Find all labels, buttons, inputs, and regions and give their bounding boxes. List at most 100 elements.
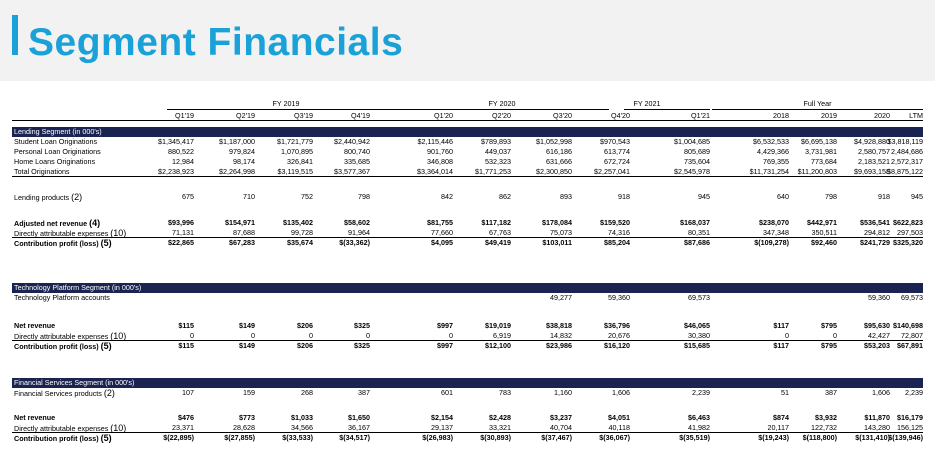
table-cell: $(33,362) [339,238,370,247]
row-label: Net revenue [14,321,56,330]
table-cell: 387 [358,388,370,397]
table-cell: 20,676 [608,331,630,340]
table-cell: $(36,067) [599,433,630,442]
table-cell: $85,204 [604,238,630,247]
table-cell: $81,755 [427,218,453,227]
table-cell: 735,604 [684,157,710,166]
table-cell: 798 [825,192,837,201]
table-cell: 2,580,757 [858,147,890,156]
table-cell: 41,982 [688,423,710,432]
table-cell: 77,660 [431,228,453,237]
table-row: Contribution profit (loss) (5) $(22,895) $… [12,433,923,443]
table-cell: $11,731,254 [749,167,789,176]
table-cell: $117 [773,321,789,330]
table-cell: 122,732 [811,423,837,432]
table-cell: $6,532,533 [753,137,789,146]
table-cell: $135,402 [283,218,313,227]
table-cell: $1,033 [291,413,313,422]
table-cell: $168,037 [680,218,710,227]
table-cell: $9,693,158 [854,167,890,176]
table-cell: 2,572,317 [891,157,923,166]
table-cell: $2,545,978 [674,167,710,176]
table-cell: $(22,895) [163,433,194,442]
footnote-ref: (10) [110,228,127,238]
table-cell: $238,070 [759,218,789,227]
table-cell: $53,203 [864,341,890,350]
table-cell: $67,283 [229,238,255,247]
table-cell: 449,037 [485,147,511,156]
table-cell: $(26,983) [422,433,453,442]
table-cell: 33,321 [489,423,511,432]
col-header: 2018 [773,111,789,120]
col-header: Q1'20 [434,111,453,120]
table-cell: 710 [243,192,255,201]
table-cell: $19,019 [485,321,511,330]
table-row: Financial Services products (2) 107 159 268… [12,388,923,398]
page-header: Segment Financials [0,0,935,81]
table-cell: 59,360 [608,293,630,302]
table-cell: $6,695,138 [801,137,837,146]
table-cell: $87,686 [684,238,710,247]
row-label: Technology Platform accounts [14,293,110,302]
table-cell: 672,724 [604,157,630,166]
table-cell: $16,120 [604,341,630,350]
row-label: Total Originations [14,167,70,176]
table-cell: $58,602 [344,218,370,227]
table-cell: $103,011 [542,238,572,247]
table-cell: 918 [878,192,890,201]
table-row: Net revenue $476 $773 $1,033 $1,650 $2,154 $2,… [12,413,923,423]
accent-bar [12,15,18,55]
table-row: Directly attributable expenses (10) 71,13… [12,228,923,238]
table-cell: 616,186 [546,147,572,156]
period-fy2020: FY 2020 [488,99,516,108]
table-cell: $(37,467) [541,433,572,442]
table-cell: $3,932 [815,413,837,422]
col-header: Q3'19 [294,111,313,120]
table-row: Directly attributable expenses (10) 23,37… [12,423,923,433]
table-cell: 387 [825,388,837,397]
table-cell: 901,760 [427,147,453,156]
table-cell: 601 [441,388,453,397]
table-cell: $476 [178,413,194,422]
row-label: Contribution profit (loss) (5) [14,341,112,351]
table-cell: 783 [499,388,511,397]
table-cell: 30,380 [688,331,710,340]
table-cell: 335,685 [344,157,370,166]
table-cell: $2,238,923 [158,167,194,176]
table-cell: $(27,855) [224,433,255,442]
table-cell: 326,841 [287,157,313,166]
row-label: Personal Loan Originations [14,147,101,156]
table-cell: $(109,278) [754,238,789,247]
table-cell: $67,891 [897,341,923,350]
footnote-ref: (2) [71,192,83,202]
table-cell: $2,257,041 [594,167,630,176]
col-header: Q1'21 [691,111,710,120]
table-cell: $12,100 [485,341,511,350]
period-fy2021: FY 2021 [633,99,661,108]
table-cell: 0 [309,331,313,340]
table-cell: $(33,533) [282,433,313,442]
table-cell: $4,928,880 [854,137,890,146]
table-cell: $154,971 [225,218,255,227]
row-label: Home Loans Originations [14,157,96,166]
table-cell: 1,160 [554,388,572,397]
table-cell: $2,300,850 [536,167,572,176]
footnote-ref: (5) [100,238,112,248]
table-cell: 69,573 [901,293,923,302]
table-cell: $241,729 [860,238,890,247]
row-label: Contribution profit (loss) (5) [14,433,112,443]
table-cell: $1,771,253 [475,167,511,176]
table-cell: $2,428 [489,413,511,422]
footnote-ref: (5) [100,341,112,351]
table-cell: $325 [354,321,370,330]
table-cell: $(131,410) [855,433,890,442]
table-cell: 613,774 [604,147,630,156]
table-cell: 20,117 [767,423,789,432]
table-cell: $622,823 [893,218,923,227]
table-cell: 640 [777,192,789,201]
table-cell: 2,183,521 [858,157,890,166]
table-cell: $2,154 [431,413,453,422]
col-header: Q4'19 [351,111,370,120]
table-cell: $3,364,014 [417,167,453,176]
table-cell: $95,630 [864,321,890,330]
